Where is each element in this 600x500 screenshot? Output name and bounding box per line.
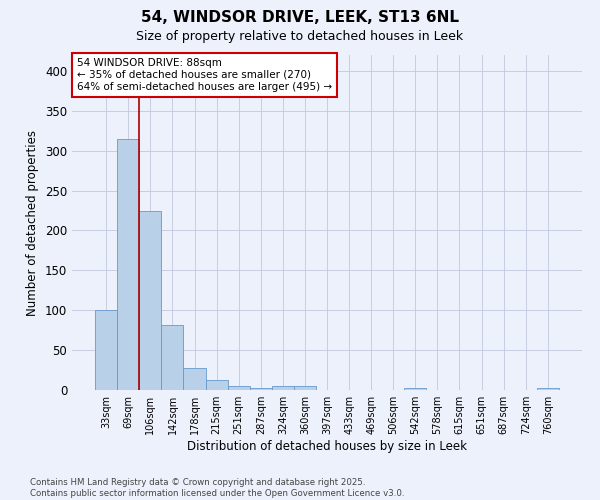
Bar [250, 388, 272, 390]
Bar [95, 310, 117, 390]
Bar [139, 210, 161, 390]
Bar [117, 138, 139, 390]
Text: Size of property relative to detached houses in Leek: Size of property relative to detached ho… [136, 30, 464, 43]
Bar [227, 386, 250, 390]
Bar [206, 380, 227, 390]
Bar [294, 386, 316, 390]
Bar [161, 324, 184, 390]
Bar [272, 386, 294, 390]
Bar [537, 388, 559, 390]
Y-axis label: Number of detached properties: Number of detached properties [26, 130, 40, 316]
Text: Contains HM Land Registry data © Crown copyright and database right 2025.
Contai: Contains HM Land Registry data © Crown c… [30, 478, 404, 498]
Bar [184, 368, 206, 390]
Text: 54, WINDSOR DRIVE, LEEK, ST13 6NL: 54, WINDSOR DRIVE, LEEK, ST13 6NL [141, 10, 459, 25]
Text: 54 WINDSOR DRIVE: 88sqm
← 35% of detached houses are smaller (270)
64% of semi-d: 54 WINDSOR DRIVE: 88sqm ← 35% of detache… [77, 58, 332, 92]
Bar [404, 388, 427, 390]
X-axis label: Distribution of detached houses by size in Leek: Distribution of detached houses by size … [187, 440, 467, 453]
